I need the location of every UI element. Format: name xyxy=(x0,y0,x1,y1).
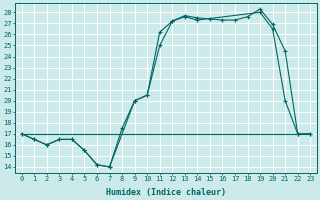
X-axis label: Humidex (Indice chaleur): Humidex (Indice chaleur) xyxy=(106,188,226,197)
